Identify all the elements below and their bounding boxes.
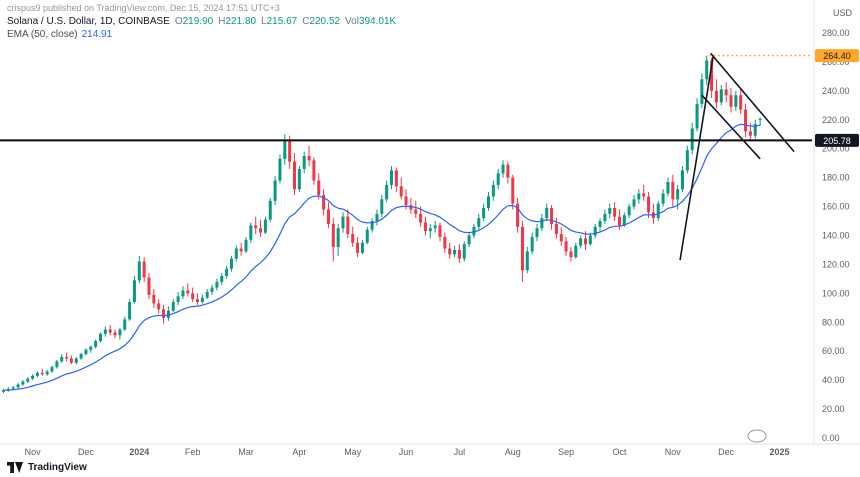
trend-lines[interactable] [679,52,795,261]
tradingview-logo[interactable]: TradingView [7,462,87,473]
svg-text:Feb: Feb [185,447,201,457]
symbol-title: Solana / U.S. Dollar, 1D, COINBASE [7,16,170,27]
chart-legend: Solana / U.S. Dollar, 1D, COINBASE O219.9… [7,16,396,41]
svg-text:240.00: 240.00 [822,86,850,96]
svg-text:160.00: 160.00 [822,202,850,212]
svg-text:Jun: Jun [399,447,414,457]
tradingview-mark-icon [7,462,23,473]
svg-text:Mar: Mar [238,447,254,457]
svg-text:205.78: 205.78 [823,136,851,146]
brand-name: TradingView [28,462,87,473]
svg-text:Nov: Nov [25,447,42,457]
svg-text:2024: 2024 [129,447,149,457]
svg-text:100.00: 100.00 [822,288,850,298]
svg-text:60.00: 60.00 [822,346,845,356]
time-axis[interactable]: Nov Dec 2024 Feb Mar Apr May Jun Jul Aug Sep Oct Nov… [25,447,790,457]
svg-text:May: May [344,447,362,457]
ellipse-annotation[interactable] [747,429,767,443]
svg-text:Jul: Jul [454,447,466,457]
svg-text:Aug: Aug [505,447,521,457]
svg-text:200.00: 200.00 [822,144,850,154]
attribution: crispus9 published on TradingView.com, D… [7,3,280,13]
svg-text:140.00: 140.00 [822,231,850,241]
svg-text:120.00: 120.00 [822,259,850,269]
svg-text:220.00: 220.00 [822,115,850,125]
svg-text:80.00: 80.00 [822,317,845,327]
svg-text:Oct: Oct [612,447,627,457]
svg-text:Sep: Sep [558,447,574,457]
wedge-lower [701,94,761,160]
ohlc-readout: O219.90 H221.80 L215.67 C220.52 Vol394.01K [174,16,397,27]
ema-line [3,123,761,391]
candles-layer [2,55,762,394]
svg-text:280.00: 280.00 [822,28,850,38]
indicator-value: 214.91 [81,29,113,40]
price-axis[interactable]: USD280.00260.00240.00220.00200.00180.001… [822,8,853,443]
ascending-support [679,56,714,261]
wedge-upper [710,52,795,153]
indicator-label: EMA (50, close) [7,29,78,40]
svg-text:0.00: 0.00 [822,433,840,443]
svg-text:264.40: 264.40 [823,51,851,61]
svg-text:180.00: 180.00 [822,173,850,183]
svg-text:USD: USD [833,8,853,18]
svg-text:40.00: 40.00 [822,375,845,385]
svg-text:Dec: Dec [718,447,735,457]
svg-text:20.00: 20.00 [822,404,845,414]
svg-text:2025: 2025 [769,447,789,457]
svg-text:Dec: Dec [78,447,95,457]
price-axis-labels: 264.40 205.78 [815,49,859,147]
svg-text:Nov: Nov [665,447,682,457]
svg-text:Apr: Apr [292,447,306,457]
grid-layer [0,0,860,445]
